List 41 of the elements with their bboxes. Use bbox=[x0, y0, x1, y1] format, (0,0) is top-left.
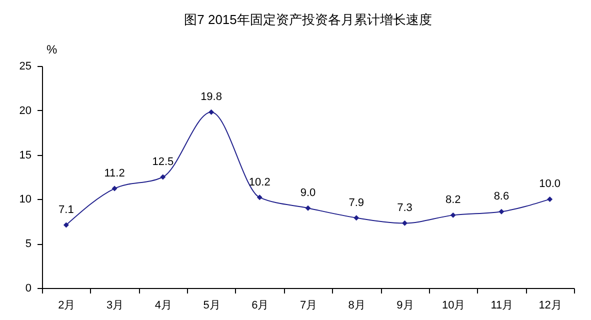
x-tick-label: 6月 bbox=[252, 300, 269, 312]
y-tick-label: 10 bbox=[19, 194, 32, 206]
point bbox=[256, 194, 262, 200]
point bbox=[547, 196, 553, 202]
text: 7.3 bbox=[397, 202, 412, 214]
text: 7.9 bbox=[348, 196, 364, 209]
x-tick-label: 5月 bbox=[203, 300, 220, 312]
x-tick-label: 10月 bbox=[442, 300, 466, 312]
x-tick-label: 11月 bbox=[490, 300, 514, 312]
text: 19.8 bbox=[200, 91, 222, 104]
text: 7.1 bbox=[58, 204, 74, 216]
point bbox=[402, 220, 408, 226]
point bbox=[450, 212, 456, 218]
y-tick-label: 20 bbox=[19, 104, 32, 117]
x-tick-label: 9月 bbox=[396, 300, 414, 312]
x-tick-label: 7月 bbox=[300, 300, 318, 312]
text: 12.5 bbox=[152, 156, 174, 168]
x-tick-label: 8月 bbox=[348, 300, 366, 312]
y-axis-title: % bbox=[46, 42, 58, 56]
point bbox=[208, 109, 214, 115]
point bbox=[305, 205, 311, 211]
point bbox=[160, 174, 166, 180]
point bbox=[112, 186, 118, 192]
chart-title: 图7 2015年固定资产投资各月累计增长速度 bbox=[184, 12, 432, 27]
text: 10.2 bbox=[248, 176, 270, 188]
text: 10.0 bbox=[539, 178, 561, 190]
x-tick-label: 2月 bbox=[58, 300, 76, 312]
point bbox=[354, 215, 360, 221]
text: 8.6 bbox=[494, 190, 510, 203]
point bbox=[498, 208, 504, 214]
y-tick-label: 15 bbox=[19, 149, 32, 162]
y-tick-label: 25 bbox=[19, 60, 32, 72]
x-tick-label: 3月 bbox=[106, 300, 124, 312]
text: 11.2 bbox=[104, 168, 125, 180]
point bbox=[63, 222, 69, 228]
text: 9.0 bbox=[300, 187, 316, 200]
x-tick-label: 12月 bbox=[538, 300, 562, 312]
text: 8.2 bbox=[445, 194, 461, 206]
x-tick-label: 4月 bbox=[154, 300, 172, 312]
y-tick-label: 5 bbox=[25, 238, 32, 250]
y-tick-label: 0 bbox=[25, 282, 32, 294]
